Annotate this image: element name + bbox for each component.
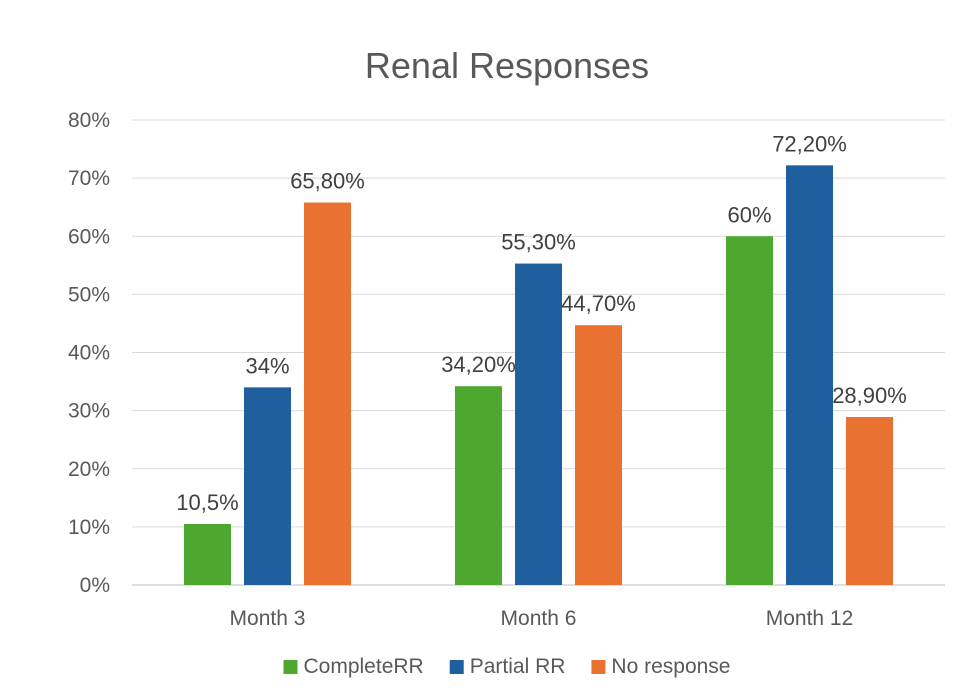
y-tick-label: 10% [68,516,110,539]
bars [184,165,893,585]
y-tick-label: 70% [68,167,110,190]
legend-swatch [283,660,298,674]
data-label: 10,5% [176,490,238,515]
legend-label: Partial RR [470,655,566,678]
legend-item-partial-rr: Partial RR [449,655,566,678]
x-tick-label: Month 12 [766,607,854,630]
bar-completerr-month-6 [455,386,502,585]
x-tick-label: Month 3 [230,607,306,630]
x-axis-tick-labels: Month 3 Month 6 Month 12 [230,607,854,630]
data-labels: 10,5% 34% 65,80% 34,20% 55,30% 44,70% 60% 72,20… [176,131,907,515]
bar-completerr-month-3 [184,523,231,585]
data-label: 55,30% [501,230,576,255]
data-label: 28,90% [832,383,907,408]
legend-swatch [591,660,606,674]
bar-completerr-month-12 [726,236,773,585]
y-tick-label: 80% [68,109,110,132]
legend-item-completerr: CompleteRR [283,655,424,678]
bar-partial-rr-month-6 [515,263,562,585]
data-label: 72,20% [772,131,847,156]
legend-swatch [449,660,464,674]
bar-no-response-month-6 [575,325,622,585]
chart-title: Renal Responses [365,45,649,86]
data-label: 44,70% [561,291,636,316]
data-label: 34% [245,353,289,378]
data-label: 34,20% [441,352,516,377]
legend-label: CompleteRR [304,655,424,678]
y-tick-label: 60% [68,225,110,248]
x-tick-label: Month 6 [501,607,577,630]
legend-item-no-response: No response [591,655,731,678]
y-tick-label: 40% [68,342,110,365]
y-tick-label: 0% [80,574,110,597]
legend-label: No response [611,655,730,678]
bar-partial-rr-month-12 [786,165,833,585]
bar-partial-rr-month-3 [244,387,291,585]
y-tick-label: 50% [68,283,110,306]
data-label: 65,80% [290,169,365,194]
bar-no-response-month-3 [304,202,351,585]
data-label: 60% [727,202,771,227]
y-axis-tick-labels: 0% 10% 20% 30% 40% 50% 60% 70% 80% [68,109,110,597]
legend: CompleteRR Partial RR No response [283,655,731,678]
y-tick-label: 30% [68,400,110,423]
bar-no-response-month-12 [846,417,893,585]
y-tick-label: 20% [68,458,110,481]
